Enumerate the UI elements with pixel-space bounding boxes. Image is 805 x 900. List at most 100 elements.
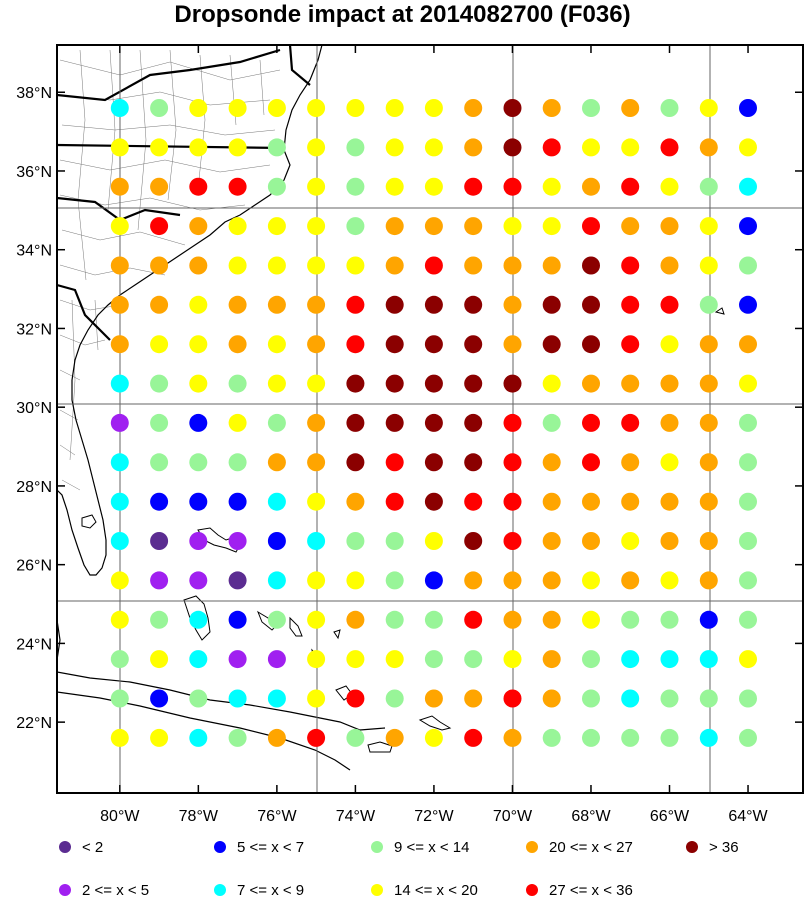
- lat-tick-label: 28°N: [16, 479, 52, 496]
- data-point: [228, 413, 247, 432]
- legend-swatch: [214, 841, 226, 853]
- lat-tick-label: 30°N: [16, 400, 52, 417]
- data-point: [464, 374, 483, 393]
- data-point: [307, 413, 326, 432]
- data-point: [621, 138, 640, 157]
- data-point: [424, 413, 443, 432]
- data-point: [346, 335, 365, 354]
- data-point: [110, 335, 129, 354]
- data-point: [739, 374, 757, 393]
- data-point: [385, 99, 404, 117]
- data-point: [424, 256, 443, 275]
- data-point: [464, 689, 483, 708]
- data-point: [189, 492, 208, 511]
- legend-label: 9 <= x < 14: [394, 839, 469, 856]
- lon-tick-label: 64°W: [728, 808, 768, 825]
- data-point: [621, 335, 640, 354]
- data-point: [699, 374, 718, 393]
- data-point: [464, 492, 483, 511]
- data-point: [307, 532, 326, 550]
- data-point: [267, 492, 286, 511]
- data-point: [267, 689, 286, 708]
- data-point: [228, 689, 247, 708]
- data-point: [150, 295, 169, 314]
- data-point: [385, 650, 404, 669]
- data-point: [739, 217, 757, 236]
- data-point: [699, 689, 718, 708]
- data-point: [582, 256, 600, 275]
- data-point: [228, 99, 247, 117]
- data-point: [542, 453, 561, 472]
- data-point: [542, 610, 561, 629]
- data-point: [582, 650, 600, 669]
- data-point: [660, 413, 679, 432]
- data-point: [739, 413, 757, 432]
- data-point: [464, 177, 483, 196]
- data-point: [307, 295, 326, 314]
- data-point: [739, 138, 757, 157]
- data-point: [307, 610, 326, 629]
- data-point: [307, 650, 326, 669]
- data-point: [267, 413, 286, 432]
- legend-item: 2 <= x < 5: [59, 882, 149, 899]
- data-point: [189, 99, 208, 117]
- data-point: [699, 99, 718, 117]
- data-point: [307, 177, 326, 196]
- data-point: [621, 689, 640, 708]
- legend-swatch: [686, 841, 698, 853]
- legend-label: 20 <= x < 27: [549, 839, 633, 856]
- data-point: [150, 689, 169, 708]
- data-point: [660, 99, 679, 117]
- data-point: [346, 728, 365, 747]
- data-point: [621, 256, 640, 275]
- legend-swatch: [59, 841, 71, 853]
- data-point: [110, 99, 129, 117]
- data-point: [267, 177, 286, 196]
- data-point: [621, 532, 640, 550]
- data-point: [660, 689, 679, 708]
- legend-item: 5 <= x < 7: [214, 839, 304, 856]
- data-point: [189, 650, 208, 669]
- axis-ticks: [57, 45, 803, 793]
- data-point: [189, 689, 208, 708]
- data-point: [228, 610, 247, 629]
- data-point: [660, 177, 679, 196]
- data-point: [542, 650, 561, 669]
- data-point: [385, 217, 404, 236]
- data-point: [424, 217, 443, 236]
- data-point: [267, 610, 286, 629]
- data-point: [582, 138, 600, 157]
- data-point: [228, 217, 247, 236]
- data-point: [699, 217, 718, 236]
- data-point: [307, 138, 326, 157]
- data-point: [739, 453, 757, 472]
- data-point: [699, 610, 718, 629]
- data-point: [228, 335, 247, 354]
- data-point: [385, 689, 404, 708]
- data-point: [110, 295, 129, 314]
- data-point: [267, 453, 286, 472]
- data-point: [110, 374, 129, 393]
- data-point: [228, 295, 247, 314]
- data-point: [346, 571, 365, 590]
- legend-label: 14 <= x < 20: [394, 882, 478, 899]
- data-point: [110, 177, 129, 196]
- data-point: [464, 413, 483, 432]
- state-boundaries: [57, 45, 311, 341]
- data-point: [582, 217, 600, 236]
- data-point: [307, 728, 326, 747]
- data-point: [385, 610, 404, 629]
- data-point: [503, 532, 522, 550]
- chart-title: Dropsonde impact at 2014082700 (F036): [174, 1, 631, 28]
- data-point: [582, 453, 600, 472]
- data-point: [621, 217, 640, 236]
- data-point: [307, 374, 326, 393]
- data-point: [739, 728, 757, 747]
- data-point: [542, 532, 561, 550]
- lon-tick-label: 68°W: [571, 808, 611, 825]
- data-point: [110, 453, 129, 472]
- data-point: [621, 728, 640, 747]
- data-point: [582, 689, 600, 708]
- data-point: [503, 177, 522, 196]
